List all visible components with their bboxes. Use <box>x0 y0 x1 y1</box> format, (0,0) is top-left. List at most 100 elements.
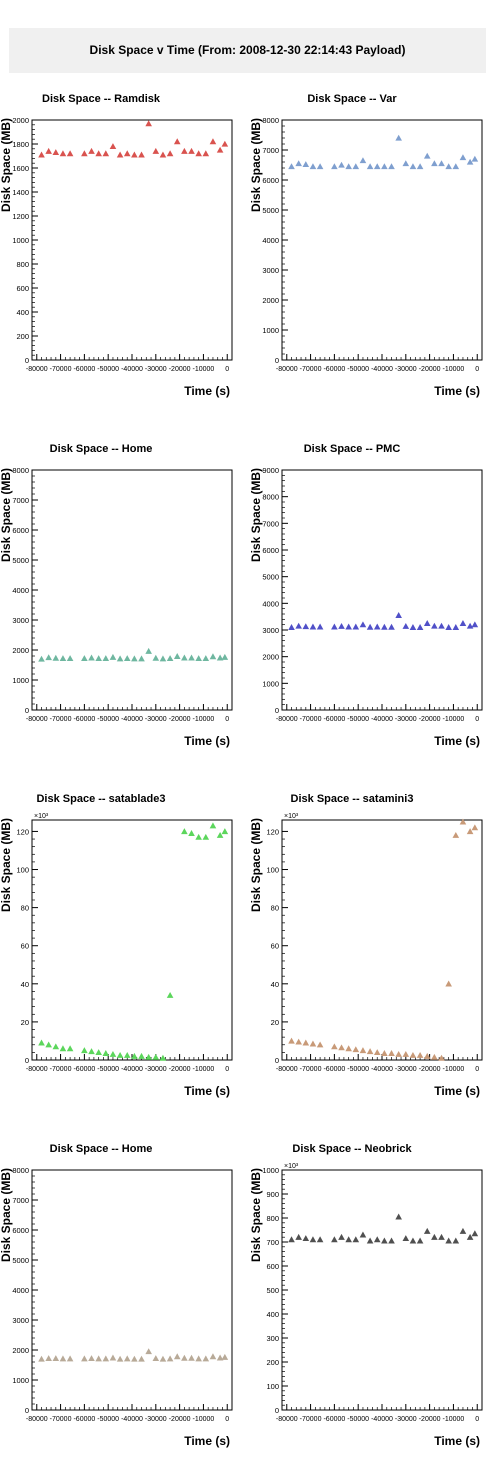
x-tick-label: 0 <box>475 1416 479 1423</box>
y-axis-label: Disk Space (MB) <box>0 1168 13 1262</box>
data-point <box>309 1236 317 1243</box>
data-point <box>138 655 145 662</box>
x-tick-label: -20000 <box>419 716 441 723</box>
data-point <box>102 655 110 662</box>
x-tick-label: -40000 <box>121 1066 143 1073</box>
y-tick-label: 40 <box>271 980 279 989</box>
y-tick-label: 5000 <box>262 206 279 215</box>
data-point <box>45 147 52 154</box>
data-point <box>302 161 310 168</box>
data-point <box>452 1237 460 1244</box>
data-point <box>59 1045 67 1052</box>
x-tick-label: -10000 <box>193 1066 215 1073</box>
plot-frame <box>31 469 233 711</box>
data-point <box>95 1355 102 1362</box>
y-tick-label: 1200 <box>12 212 29 221</box>
y-tick-label: 9000 <box>262 466 279 475</box>
y-axis-label: Disk Space (MB) <box>0 468 13 562</box>
data-point <box>216 654 224 661</box>
data-point <box>309 163 317 170</box>
x-tick-label: -40000 <box>121 1416 143 1423</box>
data-point <box>423 620 431 626</box>
y-tick-label: 80 <box>21 904 29 913</box>
data-point <box>152 654 160 661</box>
data-point <box>381 163 388 170</box>
y-tick-label: 3000 <box>12 1316 29 1325</box>
data-point <box>66 655 74 662</box>
data-point <box>373 623 381 630</box>
data-point <box>166 655 174 662</box>
x-tick-label: -40000 <box>371 716 393 723</box>
data-point <box>131 1052 138 1059</box>
y-tick-label: 7000 <box>262 146 279 155</box>
data-point <box>295 1038 302 1045</box>
data-point <box>202 150 210 157</box>
data-point <box>352 1236 360 1243</box>
y-tick-label: 5000 <box>12 556 29 565</box>
y-tick-label: 20 <box>271 1018 279 1027</box>
data-point <box>45 654 52 661</box>
data-point <box>459 1227 467 1234</box>
data-point <box>423 1052 431 1059</box>
data-point <box>81 655 88 662</box>
data-point <box>145 1348 152 1355</box>
x-tick-label: -10000 <box>443 366 465 373</box>
data-point <box>209 1353 217 1360</box>
main-title: Disk Space v Time (From: 2008-12-30 22:1… <box>89 43 406 57</box>
data-point <box>166 1355 174 1362</box>
data-point <box>431 622 438 629</box>
data-point <box>388 623 395 630</box>
y-exponent-label: ×10³ <box>284 813 299 820</box>
data-point <box>452 163 460 170</box>
x-tick-label: -50000 <box>347 1416 369 1423</box>
x-axis-label: Time (s) <box>184 384 230 398</box>
data-point <box>52 149 60 156</box>
x-tick-label: -10000 <box>193 1416 215 1423</box>
y-axis-label: Disk Space (MB) <box>249 818 263 912</box>
data-point <box>359 1231 367 1238</box>
data-point <box>302 1039 310 1046</box>
x-tick-label: 0 <box>225 716 229 723</box>
chart-panel-0: Disk Space -- Ramdisk 0 200 400 600 800 1000 12… <box>0 93 233 398</box>
data-point <box>466 158 474 165</box>
data-point <box>173 653 181 659</box>
x-tick-label: -80000 <box>276 1066 298 1073</box>
data-point <box>209 138 217 145</box>
data-point <box>338 161 345 168</box>
chart-panel-4: Disk Space -- satablade3 0 20 40 60 80 100 120 -… <box>0 793 233 1098</box>
data-point <box>209 653 217 660</box>
y-tick-label: 1000 <box>262 326 279 335</box>
x-tick-label: -80000 <box>26 1416 48 1423</box>
data-point <box>416 624 424 630</box>
chart-title: Disk Space -- PMC <box>304 443 401 455</box>
data-point <box>81 1047 88 1054</box>
plot-frame <box>31 1169 233 1411</box>
x-tick-label: -50000 <box>97 716 119 723</box>
chart-title: Disk Space -- Home <box>50 443 153 455</box>
data-point <box>95 150 102 157</box>
x-tick-label: -80000 <box>26 716 48 723</box>
chart-title: Disk Space -- Ramdisk <box>42 93 161 105</box>
data-point <box>309 1040 317 1047</box>
x-tick-label: -20000 <box>169 366 191 373</box>
chart-panel-2: Disk Space -- Home 0 1000 2000 3000 4000 5000 6… <box>0 443 233 748</box>
y-axis-label: Disk Space (MB) <box>249 118 263 212</box>
data-point <box>152 1053 160 1060</box>
plot-frame <box>281 1169 483 1411</box>
data-point <box>331 1043 338 1050</box>
x-tick-label: -60000 <box>323 366 345 373</box>
data-point <box>431 1053 438 1060</box>
x-tick-label: -80000 <box>276 366 298 373</box>
data-point <box>373 1049 381 1056</box>
data-point <box>202 833 210 840</box>
y-tick-label: 2000 <box>12 1346 29 1355</box>
data-point <box>202 655 210 662</box>
data-point <box>452 624 460 630</box>
data-point <box>471 824 479 831</box>
data-point <box>438 1233 445 1240</box>
data-point <box>88 147 95 154</box>
y-tick-label: 120 <box>266 827 279 836</box>
x-tick-label: -20000 <box>419 366 441 373</box>
data-point <box>366 1237 374 1244</box>
